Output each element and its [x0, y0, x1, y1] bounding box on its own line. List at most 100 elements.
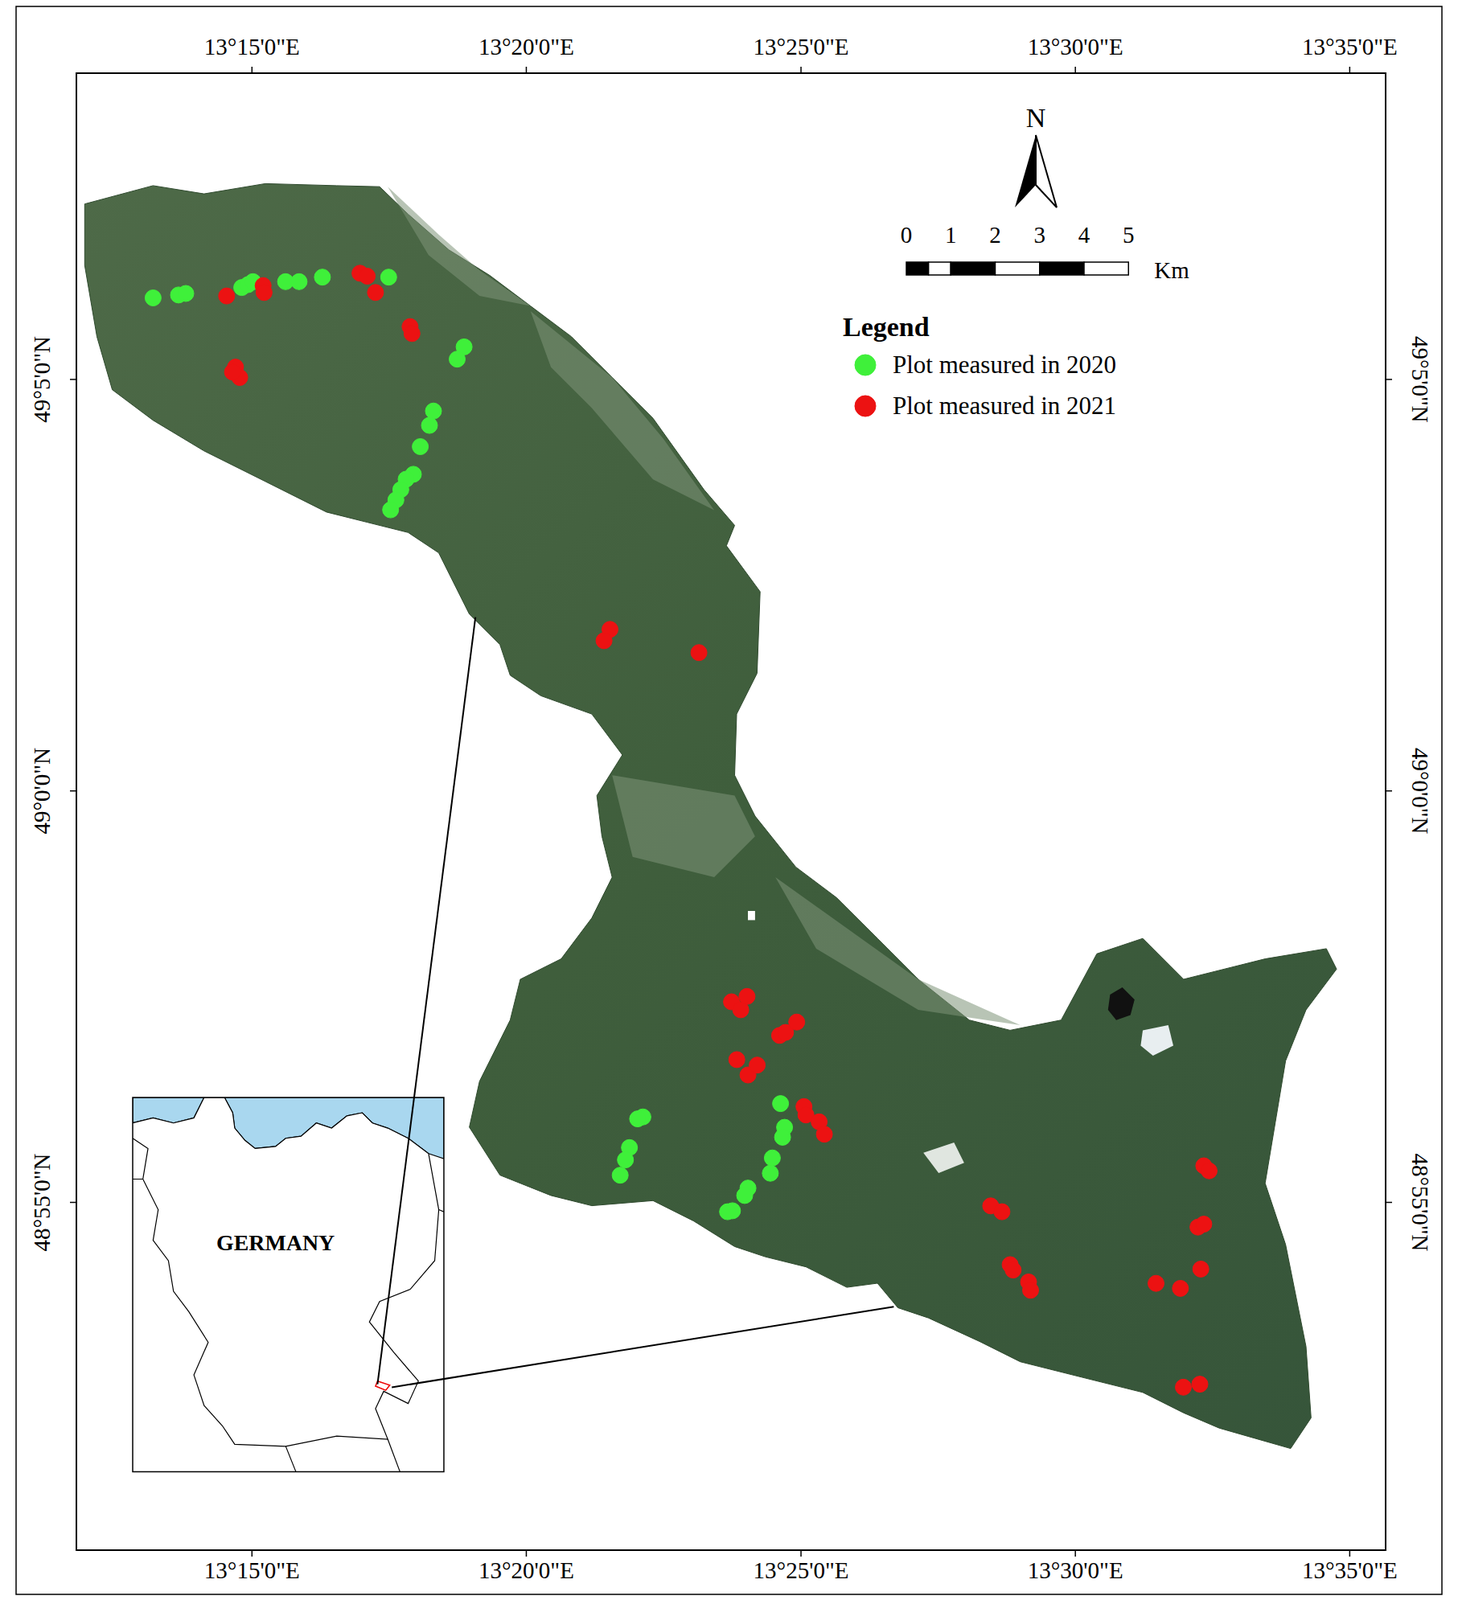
- plot-point: [1195, 1216, 1212, 1233]
- y-tick: [69, 378, 77, 381]
- plot-point: [762, 1165, 779, 1182]
- plot-point: [412, 439, 429, 456]
- clearing-patch: [775, 877, 1020, 1026]
- lake: [1108, 987, 1135, 1021]
- plot-point: [1172, 1280, 1189, 1297]
- plot-point: [728, 1051, 745, 1068]
- x-tick: [525, 1550, 528, 1557]
- x-tick-label: 13°20'0"E: [478, 33, 575, 60]
- scale-bar-segment: [950, 262, 995, 276]
- plot-point: [218, 287, 235, 304]
- scale-bar-label: 2: [989, 221, 1002, 248]
- plot-point: [382, 501, 399, 518]
- open-patch: [1140, 1025, 1174, 1056]
- plot-point: [719, 1203, 736, 1220]
- plot-point: [611, 1167, 629, 1184]
- country-border: [132, 1097, 440, 1447]
- scale-bar-segment: [1039, 262, 1085, 276]
- y-tick-label: 49°5'0"N: [28, 336, 55, 424]
- inset: GERMANY: [132, 1097, 444, 1473]
- plot-point: [736, 1187, 753, 1204]
- plot-point: [425, 402, 442, 419]
- y-tick-label: 49°5'0"N: [1407, 336, 1434, 424]
- clearing-patch: [611, 775, 756, 878]
- study-area: [84, 183, 1337, 1449]
- north-arrow: [1014, 135, 1036, 208]
- scale-bar-label: 3: [1034, 221, 1047, 248]
- plot-point: [816, 1126, 833, 1143]
- neighbour-border: [132, 1178, 444, 1472]
- x-tick-label: 13°20'0"E: [478, 1557, 575, 1584]
- y-tick: [69, 1202, 77, 1204]
- scale-bar-label: 5: [1122, 221, 1135, 248]
- plot-point: [1005, 1262, 1022, 1279]
- plot-point: [1148, 1275, 1165, 1292]
- legend-title: Legend: [842, 312, 930, 342]
- plot-point: [421, 417, 438, 434]
- inset-background: [132, 1097, 444, 1473]
- plot-point: [690, 644, 707, 662]
- x-tick: [1074, 1550, 1077, 1557]
- north-label: N: [1026, 102, 1047, 133]
- plot-point: [739, 988, 756, 1005]
- plot-point: [255, 284, 272, 301]
- plot-point: [1201, 1162, 1218, 1179]
- outer-border: [16, 6, 1442, 1595]
- map-canvas: 13°15'0"E13°15'0"E13°20'0"E13°20'0"E13°2…: [0, 0, 1458, 1600]
- scale-bar-segment: [995, 262, 1040, 276]
- x-tick-label: 13°35'0"E: [1301, 1557, 1398, 1584]
- map-frame: [76, 73, 1386, 1551]
- open-patch: [923, 1142, 965, 1174]
- y-tick-label: 48°55'0"N: [1407, 1153, 1434, 1252]
- open-patch: [747, 911, 756, 920]
- plot-point: [359, 268, 376, 285]
- x-tick-label: 13°25'0"E: [753, 1557, 850, 1584]
- plot-point: [224, 364, 241, 381]
- plot-point: [629, 1111, 646, 1128]
- x-tick-label: 13°35'0"E: [1301, 33, 1398, 60]
- x-tick: [251, 1550, 254, 1557]
- plot-point: [144, 290, 161, 307]
- y-tick: [1385, 378, 1393, 381]
- y-tick: [1385, 790, 1393, 793]
- scale-bar-segment: [928, 262, 952, 276]
- x-tick: [525, 66, 528, 74]
- plot-point: [291, 273, 308, 290]
- plot-point: [774, 1129, 791, 1146]
- plot-point: [617, 1152, 634, 1169]
- connector-line: [377, 617, 476, 1385]
- plot-point: [1192, 1260, 1209, 1278]
- connector-line: [391, 1306, 894, 1388]
- y-tick-label: 49°0'0"N: [1407, 747, 1434, 835]
- plot-point: [403, 325, 420, 342]
- x-tick: [1349, 1550, 1352, 1557]
- scale-bar-label: 4: [1078, 221, 1091, 248]
- plot-point: [749, 1057, 766, 1074]
- plot-point: [449, 351, 466, 368]
- plot-point: [763, 1149, 781, 1167]
- x-tick: [1349, 66, 1352, 74]
- clearing-patch: [387, 186, 531, 306]
- x-tick-label: 13°30'0"E: [1027, 1557, 1124, 1584]
- clearing-patch: [530, 311, 715, 510]
- scale-bar-unit: Km: [1154, 257, 1190, 284]
- north-arrow: [1035, 135, 1057, 208]
- x-tick-label: 13°25'0"E: [753, 33, 850, 60]
- plot-point: [595, 632, 612, 649]
- y-tick: [1385, 1202, 1393, 1204]
- scale-bar-label: 1: [944, 221, 957, 248]
- x-tick: [251, 66, 254, 74]
- legend-marker: [854, 395, 876, 417]
- y-tick-label: 48°55'0"N: [28, 1153, 55, 1252]
- x-tick: [1074, 66, 1077, 74]
- x-tick: [800, 66, 802, 74]
- scale-bar-segment: [1084, 262, 1129, 276]
- plot-point: [788, 1014, 805, 1031]
- inset-content: [132, 1097, 444, 1473]
- y-tick-label: 49°0'0"N: [28, 747, 55, 835]
- plot-point: [993, 1203, 1011, 1220]
- inset-frame: [132, 1097, 444, 1473]
- legend-marker: [854, 354, 876, 376]
- plot-point: [314, 269, 331, 286]
- plot-point: [1175, 1379, 1192, 1396]
